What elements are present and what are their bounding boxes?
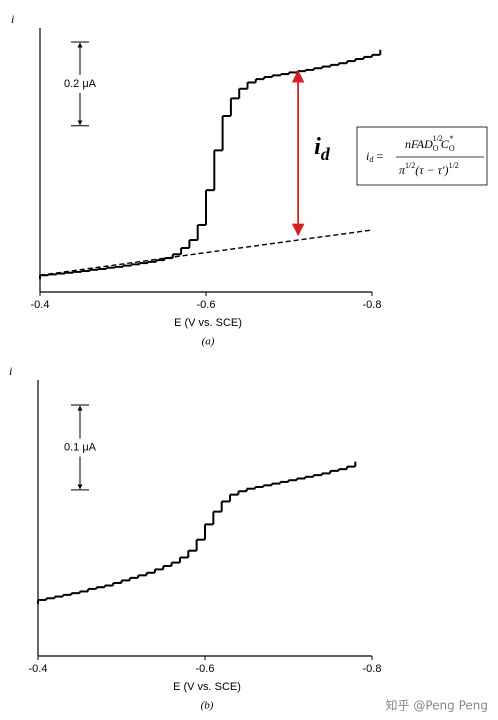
- formula-num-part: 1/2: [433, 134, 443, 143]
- formula-num-part: nFAD: [405, 137, 433, 151]
- formula-den-part: 1/2: [405, 161, 415, 170]
- formula-eq: =: [376, 149, 383, 163]
- formula-num-part: C: [441, 137, 450, 151]
- formula-sub: d: [369, 155, 374, 164]
- formula-num-part: *: [450, 134, 454, 143]
- caption: (b): [201, 700, 214, 712]
- id-label: id: [314, 134, 331, 165]
- formula-num-part: O: [449, 144, 455, 153]
- scale-label: 0.1 μA: [64, 441, 97, 453]
- x-tick-label: -0.4: [31, 299, 50, 311]
- formula-box: [356, 126, 488, 186]
- formula-i: i: [366, 149, 369, 163]
- x-tick-label: -0.8: [363, 299, 382, 311]
- id-label-sub: d: [321, 144, 331, 164]
- formula-den-part: π: [399, 163, 406, 177]
- formula-num: nFADO1/2CO*: [405, 134, 455, 153]
- scale-label: 0.2 μA: [64, 78, 97, 90]
- residual-line: [39, 229, 373, 276]
- id-label-main: i: [314, 134, 321, 160]
- x-tick-label: -0.6: [197, 299, 216, 311]
- x-tick-label: -0.8: [363, 663, 382, 675]
- caption: (a): [202, 336, 215, 348]
- formula-lhs: id =: [366, 149, 383, 164]
- formula-num-part: O: [433, 144, 439, 153]
- y-axis-label: i: [11, 12, 14, 26]
- x-axis-label: E (V vs. SCE): [173, 681, 241, 693]
- formula-den-part: 1/2: [449, 161, 459, 170]
- formula-den-part: (τ − τ′): [415, 163, 448, 177]
- formula-den: π1/2(τ − τ′)1/2: [399, 161, 459, 177]
- x-axis-label: E (V vs. SCE): [174, 317, 242, 329]
- y-axis-label: i: [9, 364, 12, 378]
- x-tick-label: -0.4: [29, 663, 48, 675]
- watermark: 知乎 @Peng Peng: [386, 699, 488, 713]
- x-tick-label: -0.6: [196, 663, 215, 675]
